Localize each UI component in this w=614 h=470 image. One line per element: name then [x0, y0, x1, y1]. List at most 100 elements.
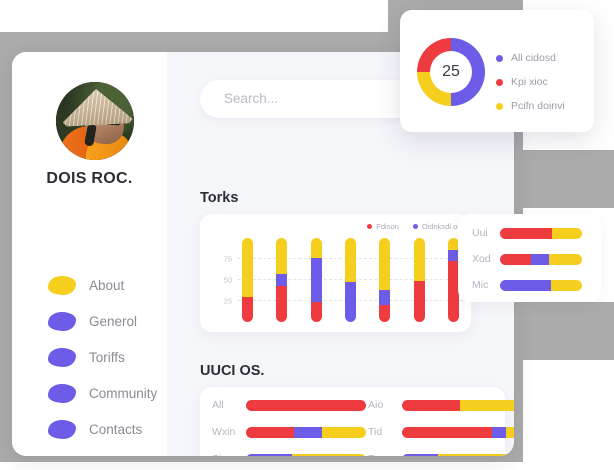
sidebar-item-label: Toriffs: [89, 349, 125, 365]
stat-segment-y: [321, 426, 366, 438]
toriffs-blob-icon: [48, 347, 76, 367]
bar-segment-r: [310, 301, 322, 322]
mini-stats-card: Uui Xod Mic: [458, 214, 601, 302]
stat-row[interactable]: Xod: [472, 253, 582, 265]
bar-segment-r: [242, 296, 253, 322]
stat-row[interactable]: Aio: [368, 399, 514, 411]
stat-segment-p: [492, 426, 507, 438]
sidebar-item-about[interactable]: About: [48, 267, 168, 303]
about-blob-icon: [48, 275, 76, 295]
stat-segment-r: [500, 253, 532, 265]
sidebar-item-label: Contacts: [89, 421, 143, 437]
stat-segment-p: [531, 253, 550, 265]
stat-row-bar: [500, 253, 582, 265]
sidebar-item-toriffs[interactable]: Toriffs: [48, 339, 168, 375]
stat-row[interactable]: Uui: [472, 227, 582, 239]
stat-row-label: Xod: [472, 253, 491, 265]
sidebar: DOIS ROC. About Generol Toriffs Communit…: [12, 52, 167, 456]
avatar-image: [56, 82, 134, 160]
legend-label: Oidnksdi os: [421, 222, 461, 231]
torks-legend: Fdison Oidnksdi os: [367, 222, 461, 231]
legend-item-fdison: Fdison: [367, 222, 399, 231]
stat-segment-y: [506, 426, 514, 438]
stat-row[interactable]: Mic: [472, 279, 582, 291]
stat-row-bar: [500, 279, 582, 291]
notch-right-lower: [523, 360, 614, 470]
stat-row-label: Sico: [212, 453, 246, 456]
legend-dot-purple: [412, 224, 418, 229]
bar-segment-y: [276, 238, 288, 275]
stat-row-bar: [402, 453, 514, 456]
stat-row-bar: [402, 426, 514, 438]
y-axis-tick: 25: [223, 296, 232, 306]
bar-segment-r: [447, 260, 459, 322]
bar-segment-y: [413, 238, 425, 281]
bar-segment-p: [379, 290, 391, 306]
bar-3[interactable]: [310, 238, 322, 322]
sidebar-nav: About Generol Toriffs Community Contacts: [48, 267, 168, 447]
backdrop-right-arm-lower: [500, 300, 614, 360]
legend-dot-purple: [496, 54, 503, 62]
donut-legend-item-kpi-xioc: Kpi xioc: [496, 70, 565, 94]
bar-1[interactable]: [242, 238, 253, 322]
contacts-blob-icon: [48, 419, 76, 439]
profile-name: DOIS ROC.: [46, 170, 133, 187]
stat-segment-p: [294, 426, 322, 438]
avatar[interactable]: [56, 82, 134, 160]
sidebar-item-label: Community: [89, 385, 158, 401]
torks-plot-area: 75 50 25: [224, 238, 463, 322]
donut-legend-item-all-cidosd: All cidosd: [496, 46, 565, 70]
notch-top-left: [0, 0, 388, 32]
bar-segment-r: [276, 285, 288, 322]
sidebar-item-label: About: [89, 277, 125, 293]
stat-row-label: Aio: [368, 399, 384, 411]
stat-row-label: Wxin: [212, 426, 236, 438]
app-window: DOIS ROC. About Generol Toriffs Communit…: [12, 52, 514, 456]
uuci-stats-card: All Wxin Sico Aio Tid Pcp: [200, 387, 514, 456]
legend-dot-red: [496, 78, 503, 86]
stat-segment-r: [246, 399, 366, 411]
sidebar-item-generol[interactable]: Generol: [48, 303, 168, 339]
stat-segment-y: [291, 453, 366, 456]
y-axis-tick: 75: [223, 254, 232, 264]
stat-row-label: Mic: [472, 279, 489, 291]
stat-row[interactable]: Wxin: [212, 426, 366, 438]
stat-row[interactable]: Pcp: [368, 453, 514, 456]
donut-center-value: 25: [430, 51, 472, 93]
bar-4[interactable]: [344, 238, 356, 322]
bar-segment-p: [344, 281, 356, 322]
bar-5[interactable]: [379, 238, 391, 322]
sidebar-item-community[interactable]: Community: [48, 375, 168, 411]
stat-row[interactable]: All: [212, 399, 366, 411]
stat-row-label: Tid: [368, 426, 383, 438]
donut-legend: All cidosd Kpi xioc Pcifn doinvi: [496, 46, 565, 118]
donut-chart: 25: [417, 38, 485, 106]
stat-row[interactable]: Sico: [212, 453, 366, 456]
legend-dot-yellow: [496, 102, 503, 110]
stat-segment-y: [438, 453, 514, 456]
stat-row[interactable]: Tid: [368, 426, 514, 438]
community-blob-icon: [48, 383, 76, 403]
torks-chart-card: Fdison Oidnksdi os 75 50 25: [200, 214, 471, 332]
uuci-section-title: UUCI OS.: [200, 363, 265, 379]
mini-rows: Uui Xod Mic: [458, 214, 601, 302]
legend-label: Fdison: [376, 222, 399, 231]
donut-legend-item-pcifn-doinvi: Pcifn doinvi: [496, 94, 565, 118]
bar-segment-y: [344, 238, 356, 282]
bar-2[interactable]: [276, 238, 288, 322]
torks-section-title: Torks: [200, 190, 239, 206]
legend-dot-red: [367, 224, 373, 229]
bar-7[interactable]: [447, 238, 459, 322]
stat-segment-r: [402, 426, 492, 438]
bar-segment-r: [379, 305, 391, 322]
bar-segment-y: [242, 238, 253, 297]
bar-6[interactable]: [413, 238, 425, 322]
stat-segment-p: [402, 453, 438, 456]
donut-chart-card: 25 All cidosd Kpi xioc Pcifn doinvi: [400, 10, 594, 132]
y-axis-tick: 50: [223, 275, 232, 285]
sidebar-item-contacts[interactable]: Contacts: [48, 411, 168, 447]
stat-row-label: All: [212, 399, 224, 411]
bar-segment-p: [276, 274, 288, 286]
stat-segment-p: [246, 453, 292, 456]
legend-label: Kpi xioc: [511, 76, 548, 88]
